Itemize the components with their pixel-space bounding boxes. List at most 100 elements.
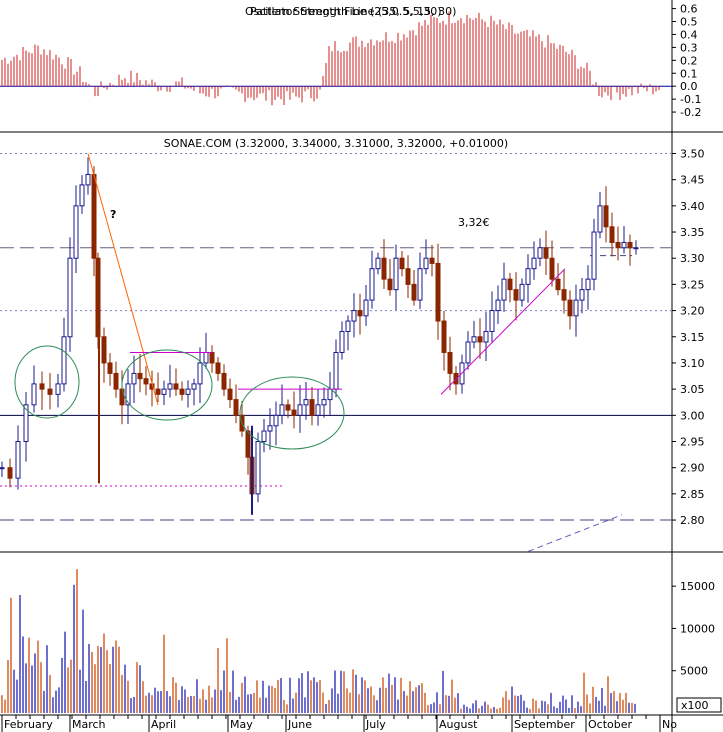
volume-bar — [601, 687, 603, 713]
candle-body — [285, 404, 291, 411]
volume-bar — [310, 680, 312, 713]
volume-bar — [214, 689, 216, 713]
volume-bar — [421, 683, 423, 713]
candle-body — [555, 278, 561, 291]
volume-bar — [607, 676, 609, 713]
candle-body — [393, 257, 399, 291]
osc-tick-label: 0.6 — [680, 3, 698, 16]
volume-bar — [565, 699, 567, 713]
volume-bar — [613, 691, 615, 713]
osc-title: Pattern Strength Fine (25,0.5,5,30) — [250, 5, 442, 18]
price-tick-label: 2.95 — [680, 436, 705, 449]
volume-bar — [445, 695, 447, 713]
candle-body — [369, 268, 375, 301]
candle-body — [47, 388, 53, 395]
volume-bar — [346, 688, 348, 713]
volume-bar — [340, 670, 342, 713]
volume-bar — [280, 678, 282, 713]
volume-bar — [106, 650, 108, 713]
candle-body — [221, 372, 227, 390]
volume-bar — [322, 692, 324, 713]
volume-bar — [154, 687, 156, 713]
price-tick-label: 3.20 — [680, 305, 705, 318]
volume-bar — [256, 680, 258, 713]
candle-body — [107, 362, 113, 374]
volume-bar — [43, 690, 45, 713]
volume-bar — [118, 646, 120, 713]
volume-bar — [46, 645, 48, 713]
volume-bar — [526, 707, 528, 713]
volume-bar — [274, 688, 276, 713]
volume-bar — [52, 697, 54, 713]
volume-bar — [37, 640, 39, 713]
candle-body — [0, 467, 5, 470]
candle-body — [363, 299, 369, 317]
volume-bar — [127, 680, 129, 713]
osc-tick-label: -0.1 — [680, 93, 701, 106]
volume-bar — [76, 569, 78, 713]
volume-bar — [13, 669, 15, 713]
volume-bar — [433, 702, 435, 713]
volume-bar — [283, 699, 285, 713]
price-label-annotation: 3,32€ — [458, 216, 490, 229]
volume-bar — [226, 638, 228, 713]
volume-bar — [475, 700, 477, 713]
candle-body — [173, 383, 179, 390]
volume-bar — [196, 679, 198, 713]
candle-body — [549, 257, 555, 280]
candle-body — [633, 247, 639, 250]
candle-body — [15, 441, 21, 479]
candle-body — [501, 278, 507, 301]
volume-bar — [424, 692, 426, 713]
volume-bar — [592, 686, 594, 713]
volume-bar — [91, 651, 93, 713]
volume-bar — [364, 680, 366, 713]
volume-bar — [31, 665, 33, 713]
candle-body — [447, 351, 453, 374]
volume-bar — [229, 691, 231, 713]
volume-bar — [100, 647, 102, 713]
price-title: SONAE.COM (3.32000, 3.34000, 3.31000, 3.… — [164, 137, 508, 150]
volume-bar — [25, 663, 27, 713]
volume-bar — [589, 703, 591, 713]
candle-body — [245, 430, 251, 458]
volume-bar — [172, 677, 174, 713]
volume-bar — [325, 704, 327, 713]
volume-bar — [583, 672, 585, 713]
volume-bar — [628, 702, 630, 713]
volume-bar — [235, 699, 237, 713]
month-label: April — [151, 718, 176, 731]
candle-body — [441, 320, 447, 353]
volume-bar — [10, 597, 12, 713]
pattern-ellipse — [239, 376, 345, 450]
volume-bar — [199, 698, 201, 713]
candle-body — [73, 205, 79, 259]
month-label: May — [230, 718, 253, 731]
candle-body — [345, 320, 351, 333]
volume-bar — [205, 699, 207, 713]
candle-body — [203, 351, 209, 364]
candle-body — [525, 268, 531, 285]
volume-bar — [304, 697, 306, 713]
osc-title: Oscillator Strength Line (35, 5, 15, 30) — [245, 5, 456, 18]
volume-bar — [352, 669, 354, 713]
candle-body — [273, 414, 279, 427]
volume-tick-label: 15000 — [680, 580, 715, 593]
candle-body — [333, 351, 339, 390]
volume-bar — [361, 677, 363, 713]
volume-bar — [181, 686, 183, 713]
volume-bar — [142, 681, 144, 713]
volume-bar — [124, 664, 126, 713]
osc-tick-label: 0.0 — [680, 80, 698, 93]
price-tick-label: 2.80 — [680, 514, 705, 527]
price-tick-label: 3.15 — [680, 331, 705, 344]
volume-bar — [511, 686, 513, 713]
volume-bar — [544, 701, 546, 713]
candle-body — [119, 388, 125, 406]
volume-bar — [223, 670, 225, 713]
volume-bar — [493, 707, 495, 713]
candle-body — [101, 336, 107, 364]
osc-tick-label: 0.3 — [680, 41, 698, 54]
candle-body — [267, 425, 273, 432]
